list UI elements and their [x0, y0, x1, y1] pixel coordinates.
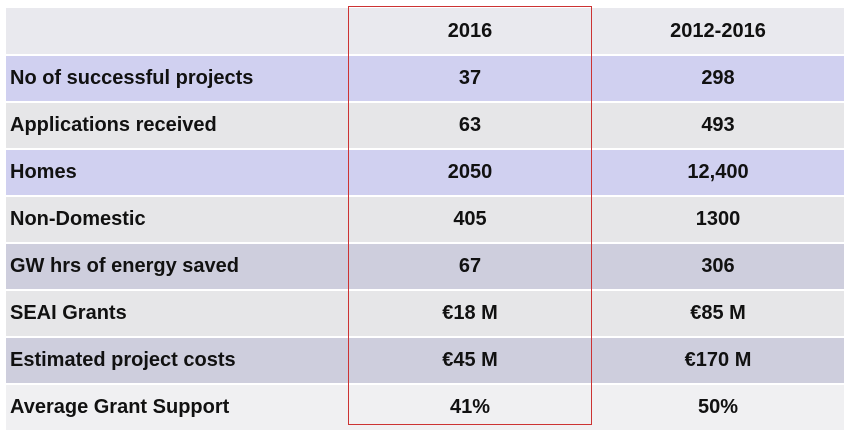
- table-row: GW hrs of energy saved 67 306: [6, 243, 844, 291]
- row-label: No of successful projects: [6, 55, 348, 103]
- value-2012-2016: 306: [592, 243, 844, 291]
- row-label: Applications received: [6, 102, 348, 150]
- value-2012-2016: 1300: [592, 196, 844, 244]
- header-row: 2016 2012-2016: [6, 8, 844, 56]
- table-row: Estimated project costs €45 M €170 M: [6, 337, 844, 385]
- table-row: Non-Domestic 405 1300: [6, 196, 844, 244]
- value-2016: 405: [348, 196, 592, 244]
- value-2016: 41%: [348, 384, 592, 432]
- row-label: Average Grant Support: [6, 384, 348, 432]
- table-row: SEAI Grants €18 M €85 M: [6, 290, 844, 338]
- value-2012-2016: 298: [592, 55, 844, 103]
- value-2016: 67: [348, 243, 592, 291]
- stats-table: 2016 2012-2016 No of successful projects…: [6, 8, 844, 432]
- stats-table-container: 2016 2012-2016 No of successful projects…: [6, 6, 844, 432]
- value-2016: 2050: [348, 149, 592, 197]
- value-2012-2016: 50%: [592, 384, 844, 432]
- row-label: GW hrs of energy saved: [6, 243, 348, 291]
- row-label: Estimated project costs: [6, 337, 348, 385]
- value-2016: 63: [348, 102, 592, 150]
- row-label: Homes: [6, 149, 348, 197]
- value-2016: €45 M: [348, 337, 592, 385]
- table-row: Average Grant Support 41% 50%: [6, 384, 844, 432]
- value-2012-2016: 493: [592, 102, 844, 150]
- table-row: Applications received 63 493: [6, 102, 844, 150]
- table-row: No of successful projects 37 298: [6, 55, 844, 103]
- value-2016: €18 M: [348, 290, 592, 338]
- header-2016: 2016: [348, 8, 592, 56]
- value-2012-2016: €170 M: [592, 337, 844, 385]
- value-2012-2016: 12,400: [592, 149, 844, 197]
- row-label: Non-Domestic: [6, 196, 348, 244]
- header-2012-2016: 2012-2016: [592, 8, 844, 56]
- table-row: Homes 2050 12,400: [6, 149, 844, 197]
- value-2016: 37: [348, 55, 592, 103]
- value-2012-2016: €85 M: [592, 290, 844, 338]
- row-label: SEAI Grants: [6, 290, 348, 338]
- header-label-cell: [6, 8, 348, 56]
